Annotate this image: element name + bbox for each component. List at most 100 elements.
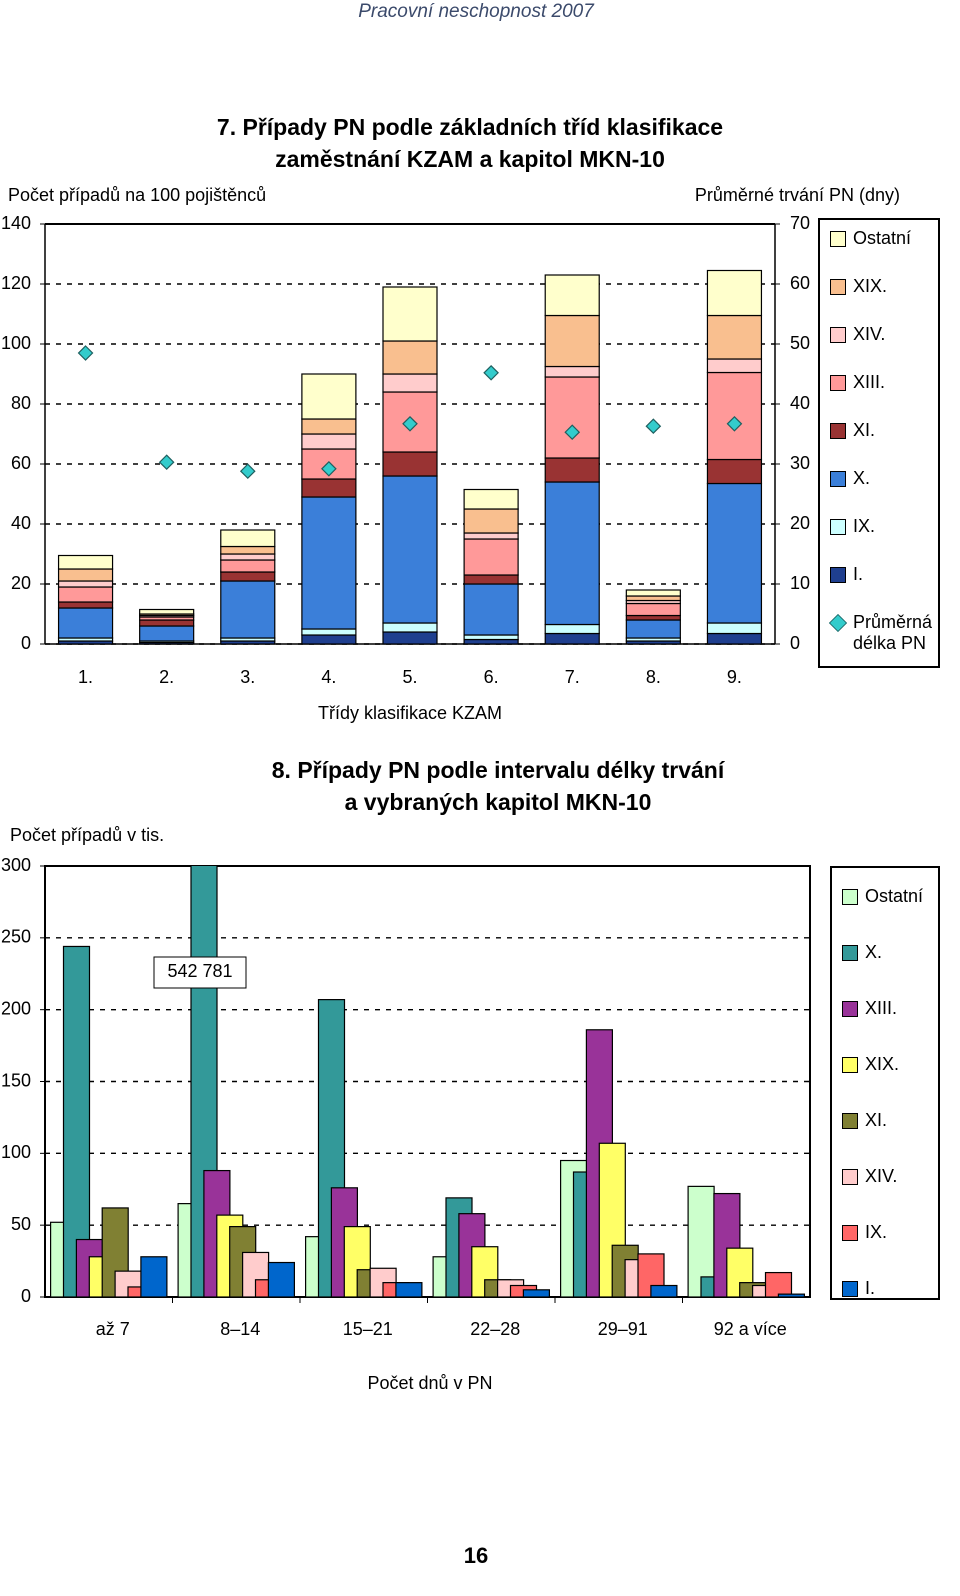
legend-label: IX. [853, 516, 876, 536]
legend-swatch [842, 1281, 858, 1297]
bar [706, 458, 763, 485]
bar [220, 545, 276, 555]
legend-item: I. [842, 1278, 950, 1299]
value-label-box [153, 956, 247, 989]
bar [220, 529, 276, 548]
y2-tick-label: 10 [790, 573, 810, 593]
legend-swatch [830, 519, 846, 535]
y-tick-label: 100 [1, 1142, 31, 1162]
legend-item: XI. [830, 420, 938, 441]
y2-tick-label: 20 [790, 513, 810, 533]
x-tick-label: 15–21 [343, 1319, 393, 1339]
bar [544, 481, 600, 626]
bar [57, 580, 114, 588]
bar [267, 1261, 295, 1297]
bar [382, 373, 438, 393]
legend-label: Průměrná délka PN [853, 612, 933, 653]
legend-swatch [830, 423, 846, 439]
bar [301, 628, 357, 636]
legend-label: X. [865, 942, 883, 962]
legend-item: Ostatní [830, 228, 938, 249]
legend-item: XIV. [842, 1166, 950, 1187]
x-tick-label: 4. [321, 667, 336, 687]
bar [706, 269, 763, 317]
bar [463, 583, 519, 636]
y-tick-label: 200 [1, 998, 31, 1018]
bar [220, 553, 276, 561]
bar [57, 568, 114, 582]
bar [522, 1289, 551, 1297]
bar [382, 451, 438, 477]
marker [321, 460, 337, 477]
bar [544, 623, 600, 635]
y-tick-label: 100 [1, 333, 31, 353]
legend-swatch [830, 327, 846, 343]
legend-label: XIX. [853, 276, 888, 296]
bar [62, 945, 91, 1297]
x-tick-label: 6. [484, 667, 499, 687]
y-tick-label: 0 [21, 633, 31, 653]
legend-item: X. [830, 468, 938, 489]
x-tick-label: 29–91 [598, 1319, 648, 1339]
bar [463, 508, 519, 534]
marker [158, 454, 175, 471]
x-tick-label: 5. [402, 667, 417, 687]
bar [625, 619, 681, 639]
legend-item: XIII. [830, 372, 938, 393]
bar [382, 286, 438, 342]
y2-tick-label: 60 [790, 273, 810, 293]
bar [301, 373, 357, 420]
legend-label: Ostatní [865, 886, 924, 906]
bar [57, 607, 114, 639]
page-number: 16 [464, 1543, 488, 1568]
plot-area [49, 866, 806, 1297]
legend-item: XIX. [842, 1054, 950, 1075]
bar [382, 622, 438, 633]
marker [645, 418, 662, 435]
marker [402, 415, 418, 432]
bar [463, 574, 519, 585]
bar [706, 314, 763, 360]
legend-item: I. [830, 564, 938, 585]
bar [139, 625, 195, 642]
legend-label: XIX. [865, 1054, 900, 1074]
bar [463, 638, 519, 645]
legend-swatch [830, 279, 846, 295]
x-tick-label: 22–28 [470, 1319, 520, 1339]
legend-label: IX. [865, 1222, 888, 1242]
bar [57, 601, 114, 609]
bar [220, 571, 276, 582]
legend-swatch [830, 567, 846, 583]
legend-swatch [830, 471, 846, 487]
bar [625, 595, 681, 602]
legend-item: IX. [830, 516, 938, 537]
bar [301, 418, 357, 435]
legend-swatch [842, 889, 858, 905]
chart: 8. Případy PN podle intervalu délky trvá… [1, 757, 811, 1393]
x-tick-label: až 7 [96, 1319, 130, 1339]
bar [382, 340, 438, 375]
bar [139, 619, 195, 627]
bar [706, 482, 763, 624]
y-tick-label: 80 [11, 393, 31, 413]
x-axis-label: Počet dnů v PN [367, 1373, 492, 1393]
x-tick-label: 1. [78, 667, 93, 687]
legend-item: XI. [842, 1110, 950, 1131]
bar [777, 1293, 806, 1297]
marker [564, 424, 581, 441]
bar [544, 314, 600, 368]
y-tick-label: 40 [11, 513, 31, 533]
legend-label: XIV. [865, 1166, 898, 1186]
y-tick-label: 140 [1, 213, 31, 233]
x-tick-label: 8. [646, 667, 661, 687]
bar [220, 559, 276, 573]
bar [625, 589, 681, 597]
legend-item: XIII. [842, 998, 950, 1019]
bar [544, 632, 600, 645]
y-tick-label: 150 [1, 1070, 31, 1090]
legend-label: I. [865, 1278, 876, 1298]
y-tick-label: 50 [11, 1214, 31, 1234]
y-tick-label: 0 [21, 1286, 31, 1306]
bar [706, 632, 763, 645]
